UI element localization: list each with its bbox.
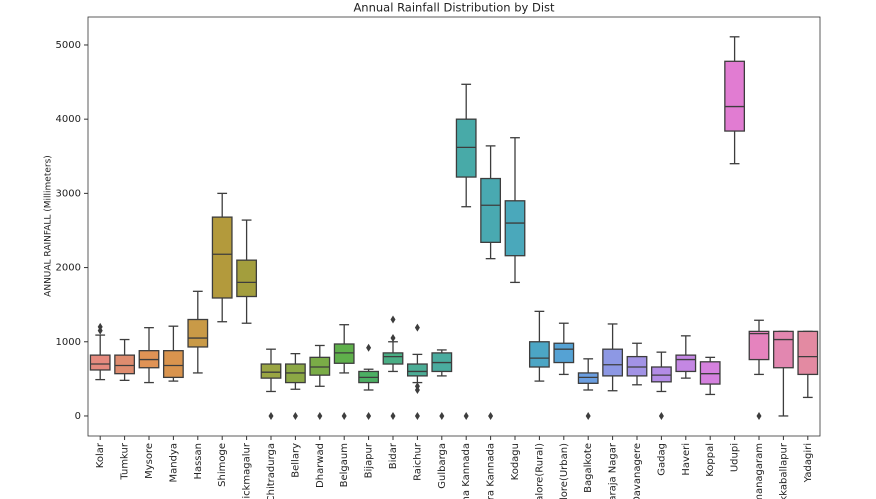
plot-frame [87,16,821,437]
box [577,372,599,384]
x-tick-label: Dharwad [315,443,326,488]
x-tick-label: Haveri [681,443,692,476]
box [480,177,502,243]
box [650,366,672,383]
y-tick-label: 5000 [56,40,81,51]
x-tick-label: Mysore [144,443,155,479]
x-tick-label: Gadag [656,443,667,476]
x-tick-label: Bagalkote [583,443,594,493]
x-tick-label: Udupi [730,443,741,472]
box [528,341,550,368]
outlier [292,411,298,420]
box [187,318,209,348]
box [382,352,404,365]
box [89,354,111,371]
box [797,330,819,376]
box [602,348,624,377]
outlier [439,411,445,420]
x-tick-label: Raichur [412,442,423,481]
box [333,343,355,364]
x-tick-label: Kolar [95,442,106,468]
box [504,200,526,257]
box [309,356,331,376]
box [114,354,136,375]
box [211,216,233,299]
box [675,354,697,373]
box [406,363,428,377]
y-tick-label: 1000 [56,337,81,348]
box [772,330,794,369]
x-tick-label: alore(Rural) [534,443,545,499]
box [260,363,282,379]
x-tick-label: Bidar [388,442,399,469]
x-tick-label: Shimoge [217,443,228,487]
box [553,342,575,364]
x-tick-label: Belgaum [339,443,350,487]
outlier [366,411,372,420]
box [724,60,746,132]
outlier [268,411,274,420]
x-tick-label: lore(Urban) [559,443,570,499]
box [699,361,721,385]
box [748,330,770,361]
x-tick-label: Gulbarga [437,443,448,489]
x-tick-label: hmanagaram [754,443,765,499]
outlier [585,411,591,420]
x-tick-label: Hassan [193,443,204,480]
x-tick-label: Tumkur [120,442,131,480]
box [236,259,258,298]
outlier [390,334,396,343]
outlier [390,315,396,324]
y-tick-label: 4000 [56,114,81,125]
x-tick-label: ura Kannada [486,443,497,499]
outlier [414,323,420,332]
outlier [756,411,762,420]
outlier [366,343,372,352]
x-tick-label: Bellary [290,443,301,478]
x-tick-label: Kodagu [510,443,521,480]
chart-title: Annual Rainfall Distribution by Dist [353,1,555,15]
x-tick-label: hickmagalur [242,442,253,499]
x-tick-label: Koppal [705,443,716,477]
outlier [97,322,103,331]
outlier [658,411,664,420]
x-tick-label: na Kannada [461,443,472,499]
outlier [414,411,420,420]
y-tick-label: 2000 [56,263,81,274]
outlier [341,411,347,420]
outlier [488,411,494,420]
box [626,355,648,377]
x-tick-label: Yadagiri [803,443,814,483]
x-tick-label: Chitradurga [266,443,277,499]
x-tick-label: Davanagere [632,443,643,499]
box [455,118,477,178]
box [162,350,184,379]
outlier [414,385,420,394]
x-tick-label: Bijapur [364,442,375,478]
x-tick-label: kkaballapur [778,442,789,499]
x-tick-label: Mandya [168,443,179,483]
outlier [317,411,323,420]
y-tick-label: 0 [75,411,81,422]
outlier [390,411,396,420]
y-tick-label: 3000 [56,188,81,199]
outlier [463,411,469,420]
x-tick-label: araja Nagar [608,442,619,499]
y-axis-label: ANNUAL RAINFALL (Millimeters) [44,155,54,297]
